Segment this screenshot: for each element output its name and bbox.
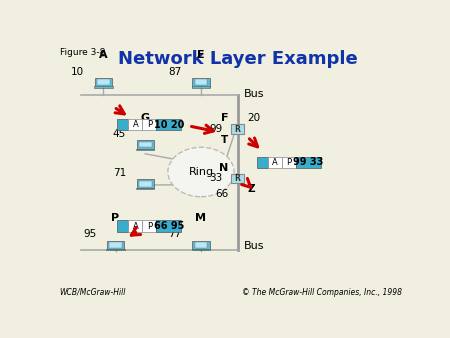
Text: A: A xyxy=(272,158,278,167)
Text: N: N xyxy=(219,163,228,173)
Bar xyxy=(194,242,207,248)
Bar xyxy=(94,78,112,87)
Bar xyxy=(94,86,112,88)
Text: 45: 45 xyxy=(113,129,126,139)
Bar xyxy=(117,220,128,232)
Circle shape xyxy=(168,147,234,197)
Bar xyxy=(142,220,156,232)
Bar xyxy=(296,156,321,168)
Text: Figure 3-8: Figure 3-8 xyxy=(60,48,105,57)
Text: Z: Z xyxy=(247,184,255,194)
Text: P: P xyxy=(147,222,152,231)
Bar xyxy=(231,124,244,134)
Bar xyxy=(142,119,156,130)
Text: 66: 66 xyxy=(215,189,228,199)
Bar xyxy=(128,220,142,232)
Text: © The McGraw-Hill Companies, Inc., 1998: © The McGraw-Hill Companies, Inc., 1998 xyxy=(242,288,401,297)
Bar xyxy=(107,241,124,249)
Text: F: F xyxy=(220,113,228,123)
Text: T: T xyxy=(221,135,228,145)
Bar xyxy=(156,119,181,130)
Text: 71: 71 xyxy=(113,168,126,178)
Text: 20: 20 xyxy=(247,113,260,123)
Text: WCB/McGraw-Hill: WCB/McGraw-Hill xyxy=(60,288,126,297)
Bar xyxy=(282,156,296,168)
Bar xyxy=(136,179,154,188)
Bar xyxy=(192,249,210,250)
Text: 87: 87 xyxy=(169,67,182,77)
Bar xyxy=(192,78,210,87)
Text: Ring: Ring xyxy=(189,167,214,177)
Bar xyxy=(231,174,244,183)
Text: Bus: Bus xyxy=(244,89,265,99)
Text: 10 20: 10 20 xyxy=(154,120,184,130)
Bar xyxy=(128,119,142,130)
Bar xyxy=(117,119,128,130)
Text: M: M xyxy=(195,213,207,223)
Text: P: P xyxy=(147,120,152,129)
Text: E: E xyxy=(197,50,205,60)
Bar xyxy=(136,149,154,150)
Bar xyxy=(192,241,210,249)
Bar xyxy=(194,79,207,85)
Text: R: R xyxy=(234,124,241,134)
Text: A: A xyxy=(133,120,138,129)
Text: P: P xyxy=(112,213,120,223)
Text: Bus: Bus xyxy=(244,241,265,251)
Text: 10: 10 xyxy=(71,67,84,77)
Text: R: R xyxy=(234,174,241,183)
Bar xyxy=(139,181,152,187)
Text: 99: 99 xyxy=(210,124,223,134)
Text: A: A xyxy=(99,50,108,60)
Bar xyxy=(268,156,282,168)
Text: Network Layer Example: Network Layer Example xyxy=(118,50,357,68)
Text: 99 33: 99 33 xyxy=(293,158,324,167)
Text: G: G xyxy=(140,113,150,123)
Bar xyxy=(257,156,268,168)
Bar xyxy=(109,242,122,248)
Bar xyxy=(106,249,125,250)
Bar xyxy=(136,188,154,189)
Bar xyxy=(136,140,154,149)
Bar xyxy=(192,86,210,88)
Text: 77: 77 xyxy=(169,230,182,239)
Bar xyxy=(97,79,110,85)
Text: A: A xyxy=(133,222,138,231)
Text: 66 95: 66 95 xyxy=(154,221,184,231)
Text: 95: 95 xyxy=(83,230,96,239)
Bar xyxy=(156,220,181,232)
Bar xyxy=(139,142,152,147)
Text: P: P xyxy=(286,158,292,167)
Text: 33: 33 xyxy=(210,173,223,184)
